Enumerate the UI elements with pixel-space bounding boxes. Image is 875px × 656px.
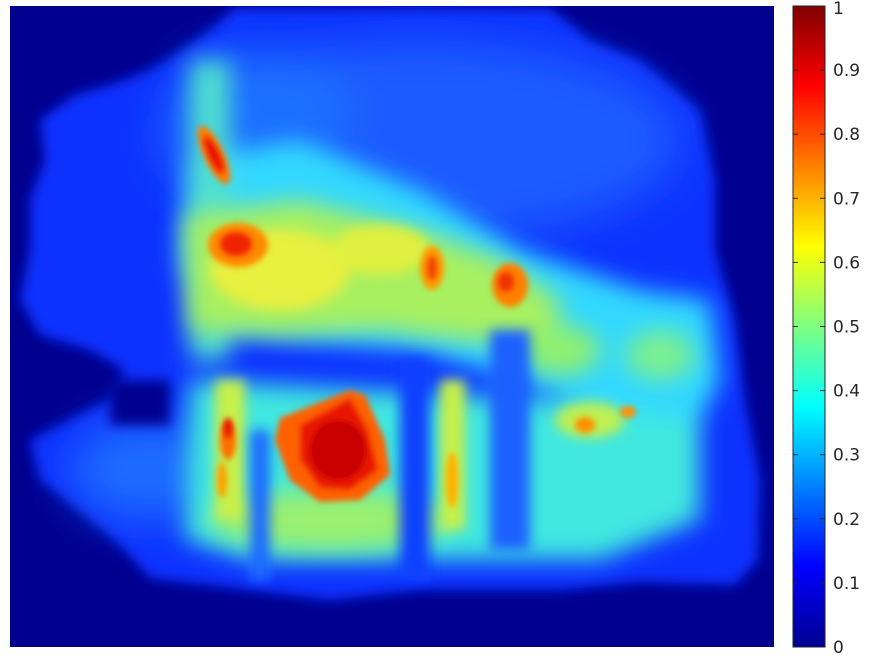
colorbar-tick-label: 0.7 <box>833 189 860 209</box>
colorbar-tick-label: 0.2 <box>833 510 860 530</box>
colorbar-tick-label: 0.4 <box>833 382 860 402</box>
heatmap-hotspots <box>197 125 636 508</box>
colorbar-tick-label: 1 <box>833 0 844 19</box>
colorbar: 0 0.1 0.2 0.3 0.4 0.5 0.6 0.7 0.8 0.9 1 <box>792 0 860 656</box>
colorbar-tick-label: 0.8 <box>833 125 860 145</box>
heatmap-gaps <box>110 330 530 580</box>
heatmap-plot-area <box>10 6 774 647</box>
colorbar-tick-label: 0.5 <box>833 318 860 338</box>
colorbar-ticks: 0 0.1 0.2 0.3 0.4 0.5 0.6 0.7 0.8 0.9 1 <box>793 0 860 656</box>
colorbar-tick-label: 0 <box>833 638 844 656</box>
colorbar-gradient <box>792 5 826 648</box>
colorbar-tick-label: 0.3 <box>833 446 860 466</box>
colorbar-tick-label: 0.9 <box>833 61 860 81</box>
colorbar-tick-label: 0.1 <box>833 574 860 594</box>
colorbar-tick-label: 0.6 <box>833 253 860 273</box>
